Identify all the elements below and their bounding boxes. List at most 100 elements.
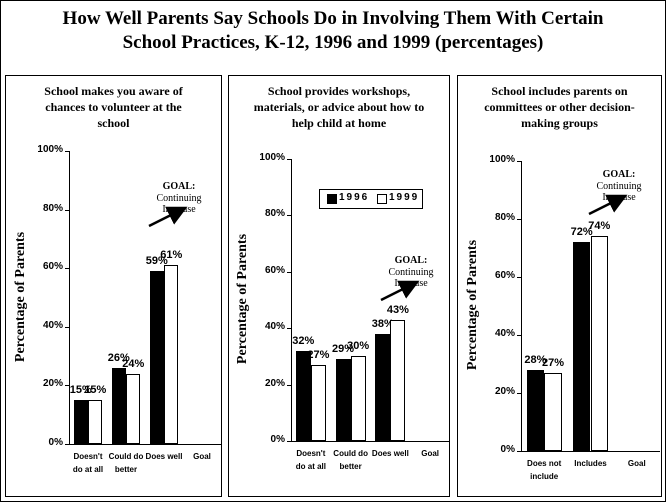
data-label: 29%	[332, 343, 355, 356]
y-tick-label: 80%	[494, 212, 515, 223]
y-tick	[287, 215, 291, 217]
panel-title: School includes parents on committees or…	[484, 84, 635, 130]
x-axis	[521, 451, 660, 452]
bar	[390, 319, 406, 441]
x-tick-label: Doesn't do at all	[295, 449, 326, 471]
x-tick-label: Doesn't do at all	[72, 452, 104, 474]
y-tick-label: 80%	[42, 202, 63, 214]
bar	[111, 367, 126, 444]
x-tick-label: Does well	[371, 449, 409, 458]
bar	[335, 359, 351, 441]
page-title: How Well Parents Say Schools Do in Invol…	[62, 8, 604, 53]
y-tick	[517, 161, 521, 162]
data-label: 61%	[160, 249, 183, 262]
y-axis	[521, 161, 522, 451]
y-axis	[69, 151, 70, 444]
y-tick-label: 60%	[494, 270, 515, 281]
bar	[590, 236, 609, 451]
x-tick-label: Could do better	[108, 452, 144, 474]
y-tick	[517, 451, 521, 452]
legend-label: 1999	[389, 192, 420, 203]
y-tick	[517, 219, 521, 220]
y-tick-label: 60%	[42, 261, 63, 273]
y-tick	[517, 335, 521, 336]
y-tick	[65, 444, 69, 445]
x-tick-label: Goal	[193, 452, 211, 461]
annotation: GOAL:	[394, 255, 428, 266]
legend	[319, 189, 423, 209]
x-tick-label: Goal	[627, 459, 646, 468]
data-label: 24%	[122, 357, 145, 370]
y-tick-label: 80%	[264, 208, 285, 220]
data-label: 28%	[524, 353, 547, 366]
y-tick	[287, 328, 291, 330]
y-tick-label: 0%	[48, 437, 63, 448]
bar	[73, 400, 88, 444]
data-label: 32%	[292, 334, 315, 347]
y-tick	[287, 159, 291, 160]
data-label: 15%	[84, 384, 107, 397]
data-label: 27%	[307, 348, 330, 361]
bar	[350, 356, 366, 441]
x-tick-label: Does not include	[527, 459, 562, 481]
panel	[5, 75, 222, 497]
y-tick	[287, 384, 291, 386]
y-tick	[517, 277, 521, 278]
data-label: 26%	[107, 351, 130, 364]
legend-swatch	[377, 194, 387, 204]
y-tick-label: 100%	[259, 152, 285, 163]
panel-title: School makes you aware of chances to vol…	[44, 84, 183, 130]
data-label: 43%	[386, 303, 409, 316]
y-tick	[65, 268, 69, 270]
y-tick-label: 20%	[42, 378, 63, 390]
bar	[164, 265, 179, 444]
annotation: GOAL:	[602, 169, 636, 180]
x-tick-label: Does well	[145, 452, 183, 461]
annotation: Continuing Increase	[388, 267, 434, 289]
y-tick-label: 40%	[264, 321, 285, 333]
bar	[544, 372, 562, 451]
bar	[88, 400, 103, 444]
annotation: Continuing Increase	[156, 193, 202, 215]
panel	[228, 75, 450, 497]
legend-label: 1996	[339, 192, 370, 203]
bar	[526, 369, 545, 451]
y-tick	[287, 441, 291, 442]
y-tick	[65, 151, 69, 152]
bar	[149, 271, 164, 444]
legend-swatch	[327, 194, 337, 204]
y-tick-label: 0%	[270, 434, 285, 445]
y-tick	[287, 271, 291, 273]
x-axis	[69, 444, 221, 445]
data-label: 38%	[371, 317, 394, 330]
y-tick-label: 60%	[264, 264, 285, 276]
y-tick-label: 20%	[494, 386, 515, 397]
y-tick-label: 100%	[489, 154, 515, 165]
x-axis	[291, 441, 450, 442]
y-tick-label: 40%	[42, 319, 63, 331]
data-label: 59%	[145, 255, 168, 268]
y-tick-label: 20%	[264, 377, 285, 389]
bar	[295, 350, 311, 441]
y-tick-label: 100%	[37, 144, 63, 155]
x-tick-label: Includes	[574, 459, 607, 468]
bar	[126, 373, 141, 444]
y-tick	[517, 393, 521, 394]
x-tick-label: Could do better	[333, 449, 368, 471]
x-tick-label: Goal	[421, 449, 440, 458]
data-label: 15%	[69, 384, 92, 397]
annotation: Continuing Increase	[596, 181, 642, 203]
bar	[310, 364, 326, 441]
data-label: 30%	[347, 340, 370, 353]
annotation: GOAL:	[162, 181, 196, 192]
data-label: 27%	[541, 356, 564, 369]
panel	[457, 75, 662, 497]
y-tick	[65, 385, 69, 387]
data-label: 72%	[570, 226, 593, 239]
data-label: 74%	[588, 220, 611, 233]
y-axis	[291, 159, 292, 441]
y-tick-label: 0%	[500, 444, 515, 455]
y-tick	[65, 209, 69, 211]
panel-title: School provides workshops, materials, or…	[253, 84, 425, 130]
